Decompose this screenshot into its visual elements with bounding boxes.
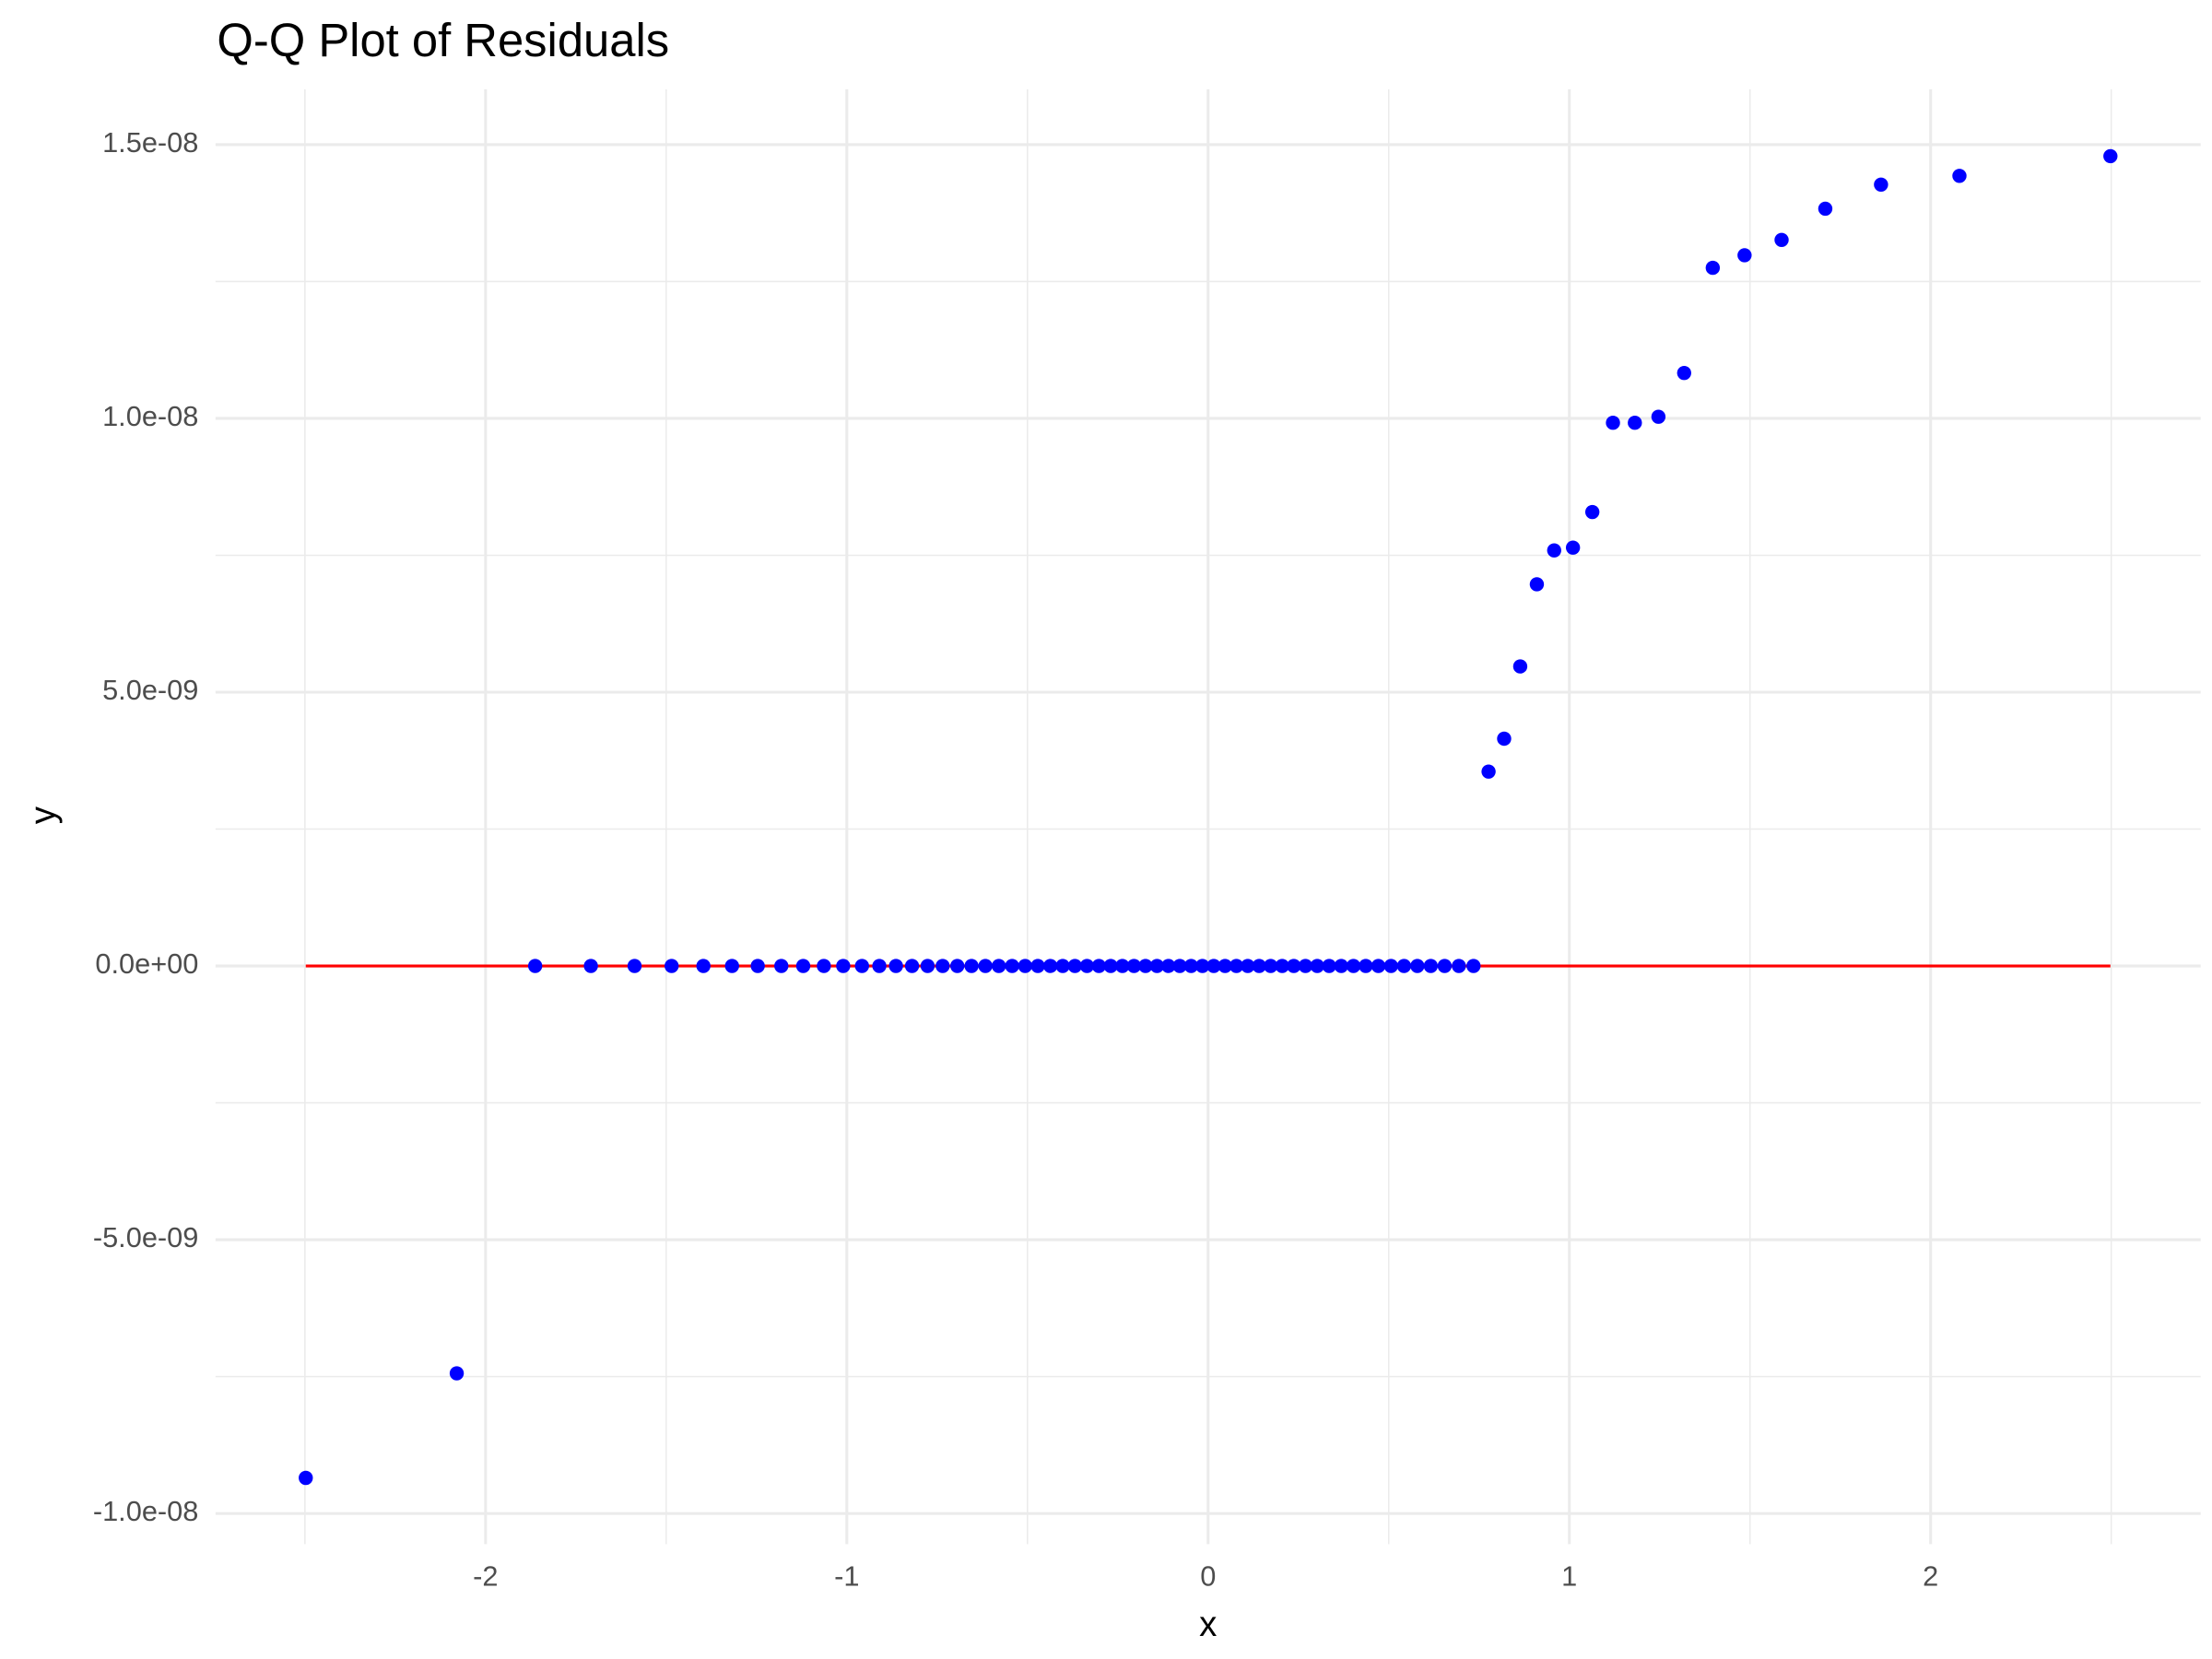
x-tick-label: -1 xyxy=(834,1559,859,1592)
point xyxy=(872,959,887,973)
point xyxy=(1252,959,1266,973)
point xyxy=(1067,959,1082,973)
point xyxy=(1229,959,1244,973)
point xyxy=(1512,659,1528,674)
point xyxy=(1677,365,1691,381)
point xyxy=(1018,959,1032,973)
point xyxy=(1383,959,1398,973)
point xyxy=(1952,169,1967,183)
y-tick-label: -1.0e-08 xyxy=(93,1495,199,1527)
point xyxy=(854,959,869,973)
point xyxy=(1651,409,1666,424)
point xyxy=(1161,959,1176,973)
point xyxy=(1042,959,1058,973)
point xyxy=(1547,543,1561,558)
point xyxy=(1287,959,1301,973)
point xyxy=(2103,148,2118,164)
point xyxy=(935,959,950,973)
point xyxy=(1466,959,1481,973)
point xyxy=(627,959,642,973)
point xyxy=(1452,959,1466,973)
point xyxy=(1005,959,1019,973)
point xyxy=(665,959,679,973)
x-tick-label: -2 xyxy=(473,1559,498,1592)
point xyxy=(1818,201,1833,217)
point xyxy=(949,959,965,973)
point xyxy=(1322,959,1336,973)
point xyxy=(1138,959,1153,973)
point xyxy=(1584,504,1600,520)
point xyxy=(1126,959,1142,973)
point xyxy=(1481,764,1496,779)
point xyxy=(904,959,920,973)
point xyxy=(992,959,1006,973)
point xyxy=(795,959,811,973)
point xyxy=(1334,959,1348,973)
point xyxy=(774,959,789,973)
point xyxy=(1149,959,1165,973)
point xyxy=(583,959,598,973)
point xyxy=(1437,959,1453,973)
x-tick-label: 1 xyxy=(1561,1559,1577,1592)
point xyxy=(724,959,739,973)
point xyxy=(964,959,979,973)
point xyxy=(1423,959,1439,973)
point xyxy=(1774,232,1789,247)
point xyxy=(1359,959,1373,973)
chart-title: Q-Q Plot of Residuals xyxy=(217,14,669,66)
y-tick-label: 5.0e-09 xyxy=(102,674,198,706)
point xyxy=(1030,959,1045,973)
point xyxy=(1396,959,1412,973)
point xyxy=(1103,959,1118,973)
point xyxy=(1310,959,1324,973)
x-axis-title: x xyxy=(1199,1605,1217,1644)
point xyxy=(1275,959,1289,973)
point xyxy=(1410,959,1425,973)
point xyxy=(1606,416,1620,430)
point xyxy=(1218,959,1232,973)
y-tick-label: 0.0e+00 xyxy=(95,947,198,980)
point xyxy=(1079,959,1095,973)
point xyxy=(1565,540,1581,555)
point xyxy=(836,959,851,973)
point xyxy=(1298,959,1313,973)
point xyxy=(1346,959,1361,973)
point xyxy=(527,959,543,973)
point xyxy=(696,959,711,973)
point xyxy=(1241,959,1255,973)
point xyxy=(1091,959,1107,973)
point xyxy=(1194,959,1210,973)
point xyxy=(1737,248,1752,263)
point xyxy=(1055,959,1070,973)
y-tick-label: 1.5e-08 xyxy=(102,126,198,159)
point xyxy=(449,1366,465,1381)
point xyxy=(1206,959,1221,973)
point xyxy=(978,959,993,973)
point xyxy=(817,959,831,973)
y-tick-label: 1.0e-08 xyxy=(102,400,198,432)
point xyxy=(1874,177,1888,192)
point xyxy=(1371,959,1386,973)
point xyxy=(1183,959,1199,973)
x-tick-label: 2 xyxy=(1923,1559,1938,1592)
point xyxy=(1705,260,1721,276)
point xyxy=(1263,959,1278,973)
x-tick-label: 0 xyxy=(1200,1559,1216,1592)
point xyxy=(1172,959,1187,973)
point xyxy=(1628,416,1642,430)
point xyxy=(1529,577,1545,592)
point xyxy=(888,959,903,973)
point xyxy=(750,959,765,973)
y-axis-title: y xyxy=(23,806,63,824)
point xyxy=(1497,731,1512,747)
y-tick-label: -5.0e-09 xyxy=(93,1221,199,1253)
point xyxy=(299,1470,313,1486)
point xyxy=(920,959,935,973)
point xyxy=(1115,959,1130,973)
